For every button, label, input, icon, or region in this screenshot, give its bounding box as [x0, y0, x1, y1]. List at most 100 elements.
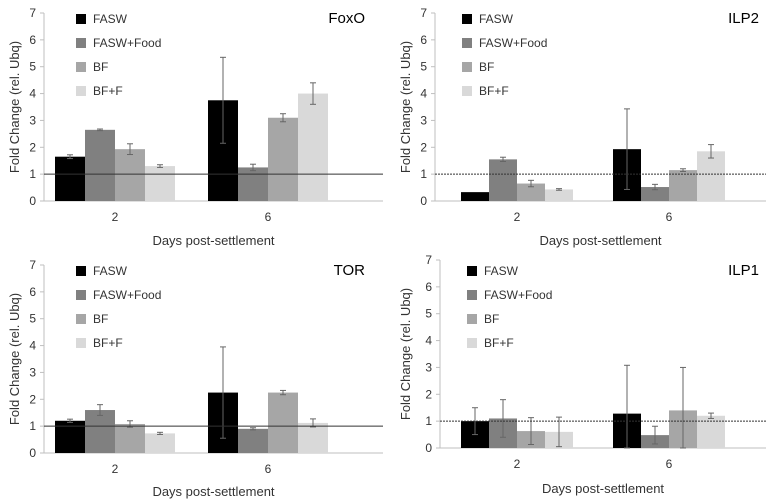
legend-label: BF — [93, 312, 108, 326]
bar — [85, 129, 115, 201]
y-tick-label: 6 — [420, 33, 427, 47]
x-tick-label: 6 — [265, 210, 272, 224]
y-tick-label: 7 — [425, 253, 432, 267]
y-tick-label: 4 — [420, 87, 427, 101]
bar — [115, 149, 145, 201]
y-tick-label: 5 — [425, 307, 432, 321]
legend-swatch — [76, 314, 86, 324]
bar — [268, 117, 298, 201]
y-tick-label: 2 — [420, 140, 427, 154]
bar — [55, 156, 85, 201]
x-tick-label: 2 — [112, 462, 119, 476]
y-axis-label: Fold Change (rel. Ubq) — [398, 41, 413, 173]
chart-title: ILP2 — [728, 10, 759, 27]
chart-panel-ilp2: 0 1 2 3 4 5 6 7 Fold Change (rel. Ubq) 2 6 Days pos… — [398, 6, 766, 248]
y-tick-label: 2 — [425, 387, 432, 401]
y-tick-label: 4 — [29, 87, 36, 101]
x-tick-label: 6 — [666, 457, 673, 471]
bar — [85, 410, 115, 453]
legend-label: FASW — [93, 264, 128, 278]
legend-label: BF — [484, 312, 499, 326]
legend-label: BF — [93, 60, 108, 74]
y-tick-label: 0 — [29, 446, 36, 460]
bar — [238, 167, 268, 201]
bar — [517, 183, 545, 201]
legend-swatch — [76, 86, 86, 96]
chart-title: FoxO — [328, 10, 365, 27]
y-tick-label: 6 — [425, 280, 432, 294]
y-tick-label: 0 — [29, 194, 36, 208]
bar — [55, 420, 85, 453]
legend-swatch — [76, 266, 86, 276]
y-tick-label: 3 — [420, 113, 427, 127]
y-tick-label: 6 — [29, 285, 36, 299]
x-tick-label: 6 — [265, 462, 272, 476]
legend-swatch — [467, 338, 477, 348]
y-tick-label: 2 — [29, 140, 36, 154]
legend-swatch — [76, 62, 86, 72]
y-tick-label: 1 — [425, 414, 432, 428]
legend-swatch — [462, 86, 472, 96]
legend-label: FASW — [93, 12, 128, 26]
x-tick-label: 2 — [514, 210, 521, 224]
y-tick-label: 5 — [29, 312, 36, 326]
legend-label: BF — [479, 60, 494, 74]
bar — [145, 433, 175, 453]
legend-label: FASW+Food — [479, 36, 547, 50]
y-tick-label: 4 — [29, 339, 36, 353]
x-axis-label: Days post-settlement — [152, 484, 274, 499]
bar — [268, 392, 298, 453]
legend-label: FASW — [484, 264, 519, 278]
bar — [115, 423, 145, 453]
chart-title: ILP1 — [728, 262, 759, 279]
y-tick-label: 6 — [29, 33, 36, 47]
y-tick-label: 5 — [29, 60, 36, 74]
bar — [298, 93, 328, 201]
y-axis-label: Fold Change (rel. Ubq) — [7, 41, 22, 173]
x-tick-label: 2 — [514, 457, 521, 471]
chart-panel-foxo: 0 1 2 3 4 5 6 7 Fold Change (rel. Ubq) 2 6 Days pos… — [7, 6, 383, 248]
legend-swatch — [462, 62, 472, 72]
y-tick-label: 7 — [29, 6, 36, 20]
legend-label: BF+F — [479, 84, 509, 98]
legend-swatch — [467, 266, 477, 276]
legend-label: BF+F — [93, 84, 123, 98]
y-tick-label: 4 — [425, 334, 432, 348]
y-tick-label: 7 — [420, 6, 427, 20]
chart-title: TOR — [334, 262, 366, 279]
bar — [641, 187, 669, 201]
legend-swatch — [76, 14, 86, 24]
y-axis-label: Fold Change (rel. Ubq) — [7, 293, 22, 425]
bar — [669, 170, 697, 201]
legend-swatch — [76, 338, 86, 348]
legend-swatch — [467, 314, 477, 324]
x-axis-label: Days post-settlement — [542, 481, 664, 496]
y-axis-label: Fold Change (rel. Ubq) — [398, 288, 413, 420]
y-tick-label: 2 — [29, 392, 36, 406]
bar — [145, 166, 175, 201]
chart-panel-tor: 0 1 2 3 4 5 6 7 Fold Change (rel. Ubq) 2 6 Days pos… — [7, 258, 383, 499]
bar — [697, 151, 725, 201]
legend-label: FASW+Food — [93, 36, 161, 50]
y-tick-label: 0 — [425, 441, 432, 455]
legend-swatch — [467, 290, 477, 300]
x-tick-label: 2 — [112, 210, 119, 224]
bar — [545, 189, 573, 201]
bar — [489, 159, 517, 201]
y-tick-label: 3 — [29, 365, 36, 379]
y-tick-label: 1 — [420, 167, 427, 181]
legend-label: FASW — [479, 12, 514, 26]
x-axis-label: Days post-settlement — [152, 233, 274, 248]
bar — [461, 192, 489, 201]
x-tick-label: 6 — [666, 210, 673, 224]
legend-swatch — [76, 290, 86, 300]
y-tick-label: 5 — [420, 60, 427, 74]
y-tick-label: 1 — [29, 167, 36, 181]
bar — [238, 428, 268, 453]
y-tick-label: 3 — [29, 113, 36, 127]
y-tick-label: 0 — [420, 194, 427, 208]
y-tick-label: 1 — [29, 419, 36, 433]
y-tick-label: 3 — [425, 360, 432, 374]
